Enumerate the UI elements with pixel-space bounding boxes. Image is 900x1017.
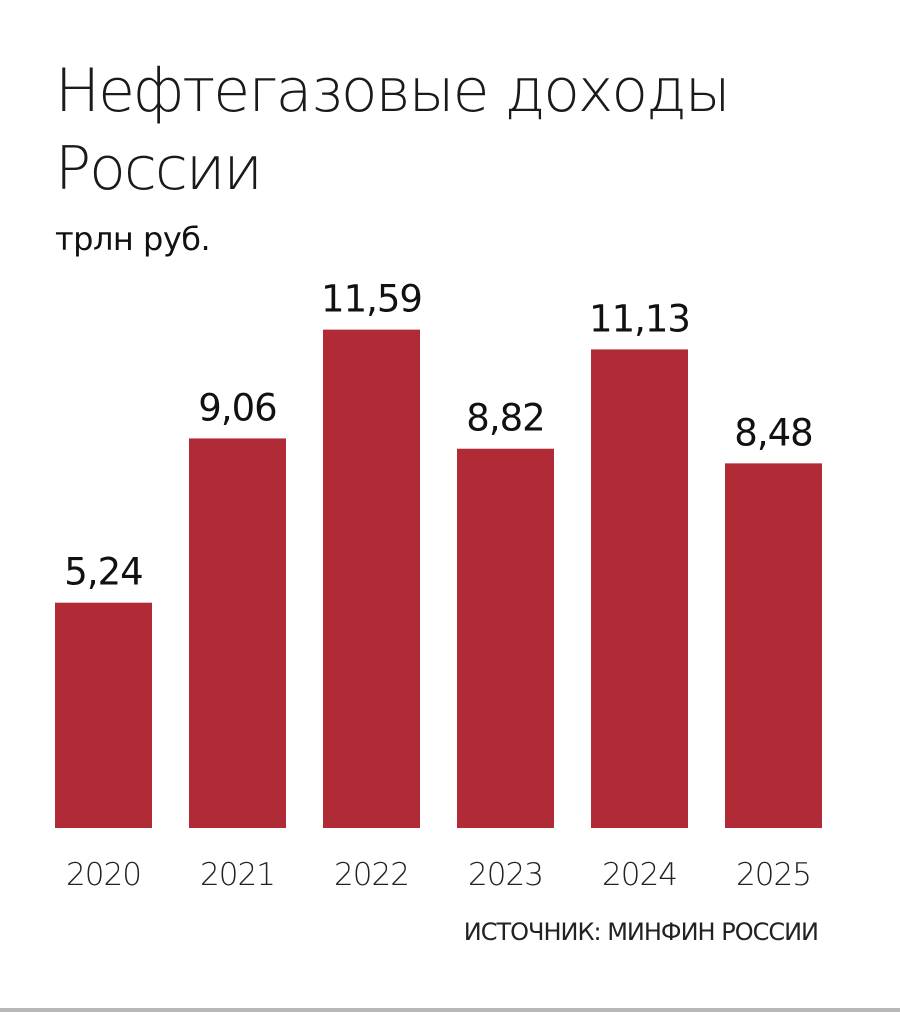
value-label-2024: 11,13 [589, 297, 690, 340]
value-label-2023: 8,82 [466, 397, 544, 440]
value-label-2020: 5,24 [64, 551, 142, 594]
chart-title-line-2: России [55, 134, 263, 204]
bar-2023 [457, 448, 554, 828]
chart-title-line-1: Нефтегазовые доходы [55, 56, 731, 126]
bar-2025 [725, 463, 822, 828]
category-label-2021: 2021 [200, 857, 275, 893]
category-label-2023: 2023 [468, 857, 543, 893]
chart-title: Нефтегазовые доходы России [55, 52, 731, 208]
value-label-2025: 8,48 [734, 411, 812, 454]
source-note: ИСТОЧНИК: МИНФИН РОССИИ [463, 918, 819, 946]
category-label-2022: 2022 [334, 857, 409, 893]
bar-2020 [55, 602, 152, 828]
bar-2022 [323, 329, 420, 828]
bottom-divider [0, 1008, 900, 1012]
chart-unit-label: трлн руб. [55, 220, 211, 258]
value-label-2021: 9,06 [198, 386, 276, 429]
bar-2024 [591, 349, 688, 828]
value-label-2022: 11,59 [321, 278, 422, 321]
bar-2021 [189, 438, 286, 828]
category-label-2025: 2025 [736, 857, 811, 893]
category-label-2024: 2024 [602, 857, 677, 893]
category-label-2020: 2020 [66, 857, 141, 893]
bar-chart: 5,24 2020 9,06 2021 11,59 2022 8,82 2023 11,13 20… [55, 278, 822, 893]
